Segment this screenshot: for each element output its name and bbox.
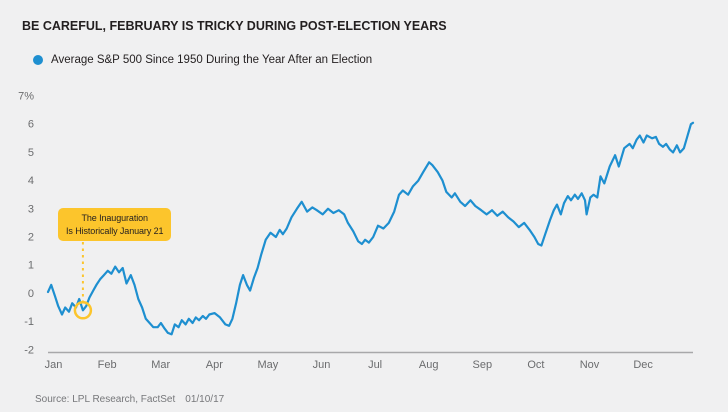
annotation-line2: Is Historically January 21 — [66, 225, 164, 236]
source-date: 01/10/17 — [185, 394, 225, 405]
x-tick-label-month: Jul — [368, 359, 382, 371]
x-tick-label-month: Nov — [580, 359, 600, 371]
annotation-callout: The Inauguration Is Historically January… — [58, 208, 172, 241]
x-tick-label-month: Apr — [206, 359, 223, 371]
y-tick-label: 0 — [28, 288, 34, 300]
x-tick-label-month: Aug — [419, 359, 439, 371]
y-axis-tick-labels: 7% 6 5 4 3 2 1 0 -1 -2 — [18, 91, 34, 357]
x-tick-label-month: Dec — [633, 359, 653, 371]
legend-dot-icon — [33, 54, 43, 65]
y-tick-label: 2 — [28, 232, 34, 244]
sp500-average-line — [46, 121, 695, 336]
y-tick-label: -1 — [24, 316, 34, 328]
y-tick-label: 6 — [28, 119, 34, 131]
y-tick-label: 4 — [28, 175, 34, 187]
x-tick-label-month: Mar — [151, 359, 170, 371]
x-tick-label-month: Jan — [45, 359, 63, 371]
y-tick-label: 7% — [18, 91, 34, 103]
y-tick-label: -2 — [24, 344, 34, 356]
x-tick-label-month: Feb — [98, 359, 117, 371]
legend-label: Average S&P 500 Since 1950 During the Ye… — [51, 53, 373, 66]
y-tick-label: 5 — [28, 147, 34, 159]
x-tick-label-month: Oct — [527, 359, 544, 371]
inauguration-circle-marker — [73, 301, 93, 320]
x-axis-month-labels: Jan Feb Mar Apr May Jun Jul Aug Sep Oct Nov Dec — [45, 359, 654, 371]
chart-title: BE CAREFUL, FEBRUARY IS TRICKY DURING PO… — [22, 19, 447, 33]
x-tick-label-month: Sep — [473, 359, 493, 371]
x-tick-label-month: Jun — [313, 359, 331, 371]
legend: Average S&P 500 Since 1950 During the Ye… — [33, 53, 372, 66]
y-tick-label: 1 — [28, 260, 34, 272]
source-label: Source: LPL Research, FactSet — [35, 394, 176, 405]
y-tick-label: 3 — [28, 203, 34, 215]
annotation-line1: The Inauguration — [81, 213, 148, 223]
source-attribution: Source: LPL Research, FactSet 01/10/17 — [35, 394, 224, 405]
x-tick-label-month: May — [258, 359, 279, 371]
